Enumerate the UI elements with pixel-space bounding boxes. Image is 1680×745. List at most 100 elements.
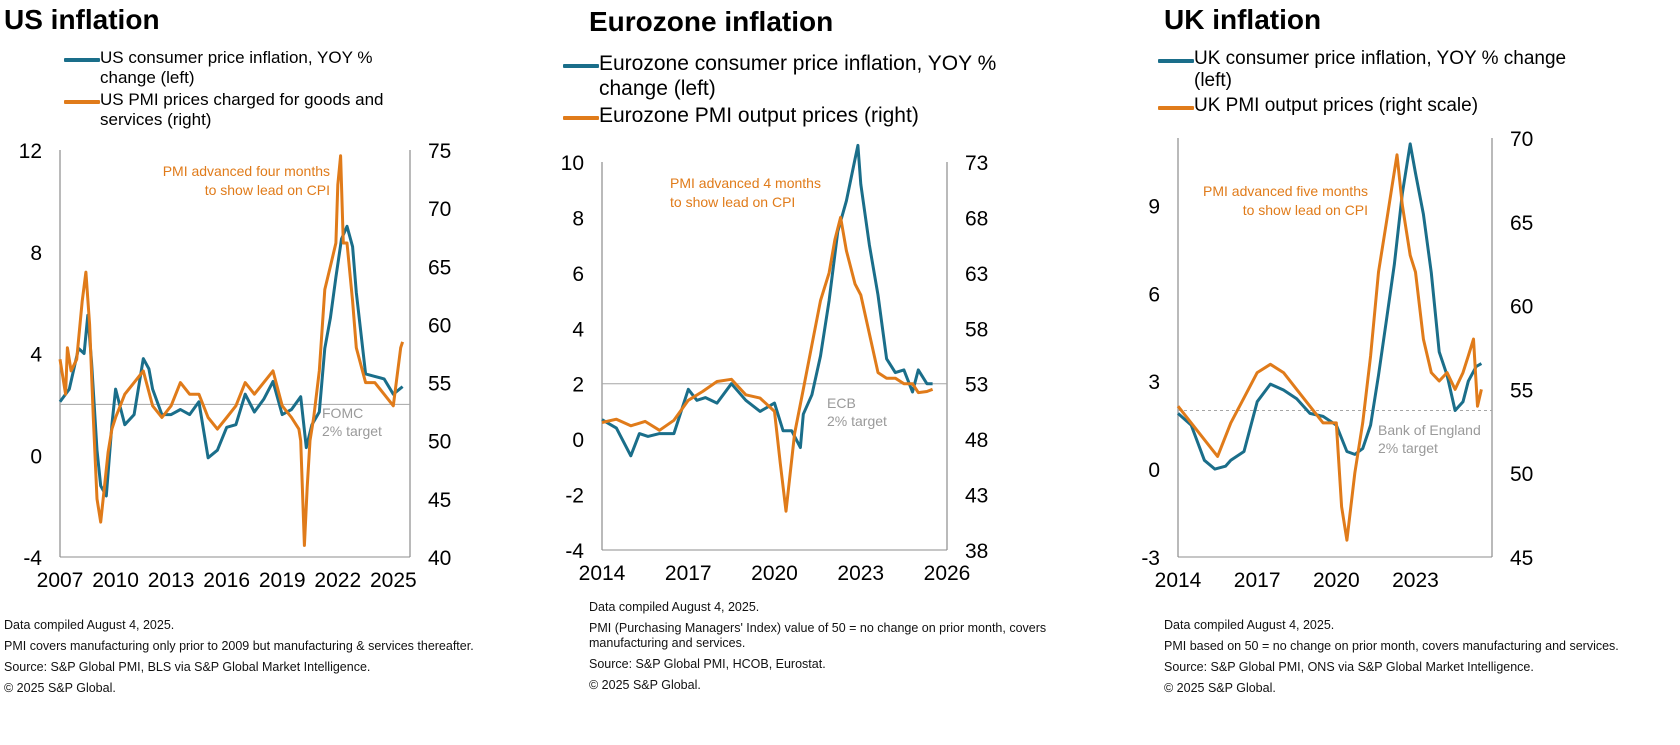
y-tick-right-label: 60 (1510, 296, 1533, 319)
y-tick-right-label: 68 (965, 207, 988, 230)
y-tick-right-label: 70 (1510, 128, 1533, 151)
chart-title: UK inflation (1164, 4, 1322, 35)
target-label: FOMC (322, 405, 363, 421)
y-tick-left-label: 12 (19, 140, 42, 163)
y-tick-left-label: -4 (565, 540, 584, 563)
x-tick-label: 2014 (579, 562, 626, 585)
legend-item-cpi: Eurozone consumer price inflation, YOY %… (559, 52, 999, 102)
footer-line: Source: S&P Global PMI, ONS via S&P Glob… (1164, 660, 1534, 674)
legend-label-cpi: UK consumer price inflation, YOY % chang… (1194, 48, 1567, 92)
legend-swatch-cpi (563, 64, 599, 68)
y-tick-left-label: 4 (30, 344, 42, 367)
annotation-text: to show lead on CPI (205, 182, 330, 198)
legend-label-cpi: US consumer price inflation, YOY % chang… (100, 48, 373, 88)
chart-footer: Data compiled August 4, 2025. PMI (Purch… (589, 600, 1119, 699)
footer-line: PMI covers manufacturing only prior to 2… (4, 639, 474, 653)
chart-legend: US consumer price inflation, YOY % chang… (60, 48, 420, 132)
y-tick-right-label: 55 (428, 373, 451, 396)
y-tick-right-label: 48 (965, 429, 988, 452)
y-tick-right-label: 70 (428, 198, 451, 221)
footer-line: Source: S&P Global PMI, HCOB, Eurostat. (589, 657, 826, 671)
annotation-text: PMI advanced five months (1203, 183, 1368, 199)
y-tick-right-label: 45 (428, 489, 451, 512)
footer-line: © 2025 S&P Global. (4, 681, 116, 695)
y-tick-left-label: 4 (572, 318, 584, 341)
annotation-text: PMI advanced 4 months (670, 175, 821, 191)
footer-line: Data compiled August 4, 2025. (589, 600, 760, 614)
legend-swatch-pmi (563, 115, 599, 120)
annotation-text: to show lead on CPI (670, 194, 795, 210)
chart-area: -4 -2 0 2 4 6 8 10 38 43 48 53 58 63 68 73 2014 2017 2020 2… (561, 0, 1125, 600)
y-tick-right-label: 60 (428, 314, 451, 337)
chart-legend: UK consumer price inflation, YOY % chang… (1154, 48, 1584, 119)
chart-title: US inflation (4, 4, 160, 35)
x-tick-label: 2020 (751, 562, 798, 585)
y-tick-right-label: 45 (1510, 547, 1533, 570)
y-tick-left-label: 8 (572, 207, 584, 230)
chart-footer: Data compiled August 4, 2025. PMI based … (1164, 618, 1674, 702)
legend-item-pmi: Eurozone PMI output prices (right) (559, 104, 999, 129)
annotation-text: to show lead on CPI (1243, 202, 1368, 218)
legend-label-pmi: US PMI prices charged for goods and serv… (100, 90, 384, 130)
panel-us-inflation: US inflation US consumer price inflation… (0, 0, 560, 745)
y-tick-left-label: 0 (30, 445, 42, 468)
chart-area: -4 0 4 8 12 40 45 50 55 60 65 70 75 2007 2010 2013 2016 2… (0, 0, 560, 610)
y-tick-right-label: 50 (428, 431, 451, 454)
y-tick-right-label: 63 (965, 263, 988, 286)
y-tick-right-label: 55 (1510, 379, 1533, 402)
y-tick-left-label: 6 (572, 263, 584, 286)
footer-line: Source: S&P Global PMI, BLS via S&P Glob… (4, 660, 371, 674)
x-tick-label: 2016 (203, 569, 250, 592)
y-tick-right-label: 73 (965, 152, 988, 175)
y-tick-right-label: 40 (428, 547, 451, 570)
y-tick-right-label: 38 (965, 540, 988, 563)
legend-item-pmi: UK PMI output prices (right scale) (1154, 95, 1584, 117)
y-tick-left-label: -4 (23, 547, 42, 570)
x-tick-label: 2026 (924, 562, 971, 585)
footer-line: Data compiled August 4, 2025. (4, 618, 175, 632)
y-tick-left-label: 6 (1148, 283, 1160, 306)
legend-label-pmi: Eurozone PMI output prices (right) (599, 103, 919, 127)
footer-line: PMI (Purchasing Managers' Index) value o… (589, 621, 1047, 650)
y-tick-left-label: -2 (565, 485, 584, 508)
legend-item-cpi: US consumer price inflation, YOY % chang… (60, 48, 420, 88)
chart-title: Eurozone inflation (589, 6, 834, 37)
y-tick-right-label: 58 (965, 318, 988, 341)
y-tick-right-label: 53 (965, 374, 988, 397)
cpi-series-line (58, 224, 404, 498)
y-tick-right-label: 65 (428, 256, 451, 279)
footer-line: © 2025 S&P Global. (1164, 681, 1276, 695)
legend-swatch-cpi (64, 58, 100, 62)
target-label: 2% target (322, 423, 382, 439)
legend-label-cpi: Eurozone consumer price inflation, YOY %… (599, 52, 997, 100)
chart-footer: Data compiled August 4, 2025. PMI covers… (4, 618, 554, 702)
y-tick-right-label: 75 (428, 140, 451, 163)
y-tick-left-label: 3 (1148, 371, 1160, 394)
y-tick-right-label: 43 (965, 485, 988, 508)
pmi-series-line (601, 215, 934, 513)
footer-line: © 2025 S&P Global. (589, 678, 701, 692)
annotation-text: PMI advanced four months (163, 163, 330, 179)
cpi-series-line (1177, 142, 1483, 471)
y-tick-right-label: 65 (1510, 212, 1533, 235)
pmi-series-line (1176, 153, 1483, 542)
x-tick-label: 2023 (1392, 569, 1439, 592)
x-tick-label: 2017 (1234, 569, 1281, 592)
line-chart: -4 0 4 8 12 40 45 50 55 60 65 70 75 2007 2010 2013 2016 2… (19, 140, 452, 592)
chart-legend: Eurozone consumer price inflation, YOY %… (559, 52, 999, 130)
target-label: 2% target (827, 413, 887, 429)
x-tick-label: 2022 (314, 569, 361, 592)
legend-label-pmi: UK PMI output prices (right scale) (1194, 94, 1479, 116)
x-tick-label: 2023 (837, 562, 884, 585)
y-tick-left-label: 9 (1148, 195, 1160, 218)
y-tick-left-label: 2 (572, 374, 584, 397)
legend-item-pmi: US PMI prices charged for goods and serv… (60, 90, 420, 130)
x-tick-label: 2010 (92, 569, 139, 592)
x-tick-label: 2017 (665, 562, 712, 585)
footer-line: Data compiled August 4, 2025. (1164, 618, 1335, 632)
target-label: Bank of England (1378, 422, 1481, 438)
panel-eurozone-inflation: Eurozone inflation Eurozone consumer pri… (561, 0, 1125, 745)
x-tick-label: 2007 (37, 569, 84, 592)
panel-uk-inflation: UK inflation UK consumer price inflation… (1141, 0, 1680, 745)
line-chart: -3 0 3 6 9 45 50 55 60 65 70 2014 2017 2020 2023 PMI ad… (1141, 128, 1533, 592)
